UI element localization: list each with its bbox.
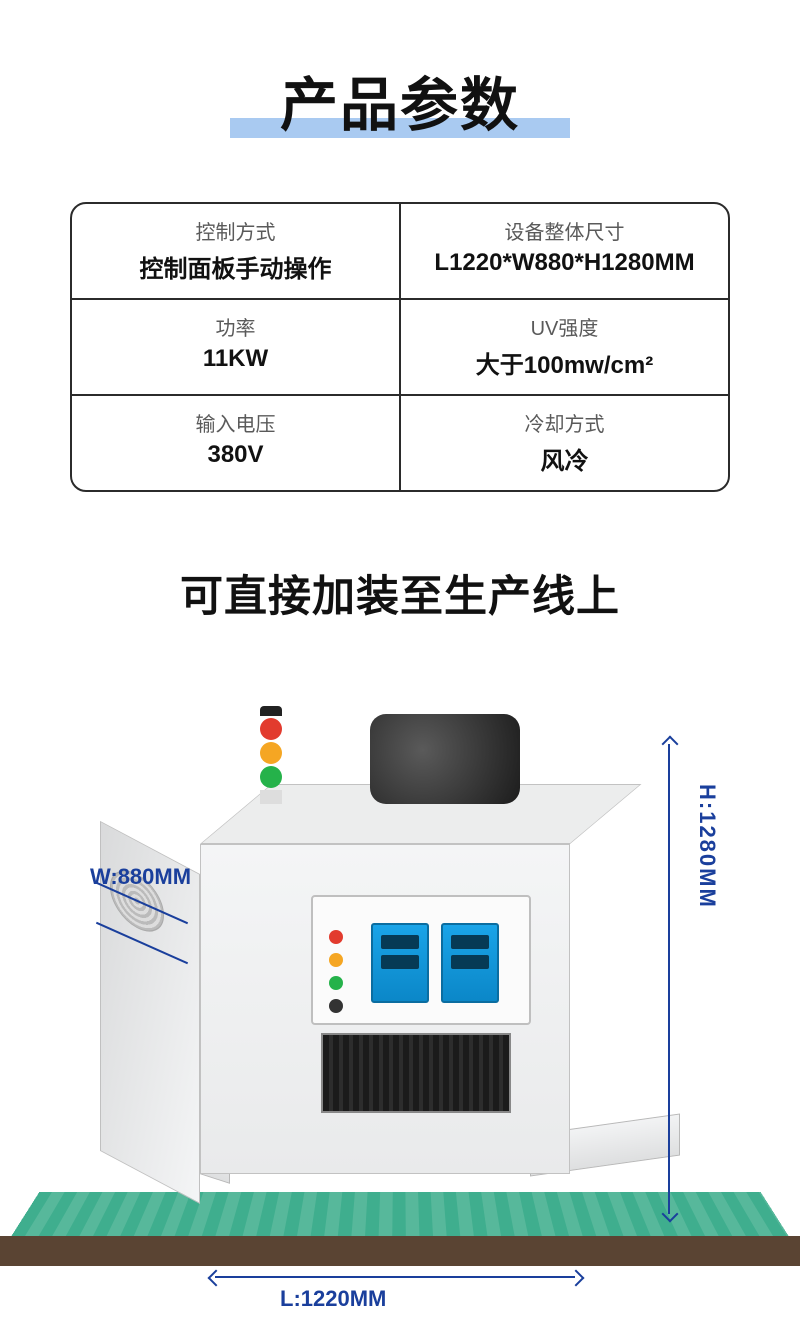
light-green-icon <box>260 766 282 788</box>
display-1 <box>371 923 429 1003</box>
dimension-length-label: L:1220MM <box>280 1286 386 1312</box>
spec-cell: 输入电压 380V <box>72 396 399 490</box>
machine-illustration <box>170 804 590 1204</box>
spec-value: 风冷 <box>409 441 720 476</box>
motor-icon <box>370 714 520 804</box>
table-row: 输入电压 380V 冷却方式 风冷 <box>72 396 728 490</box>
section-title: 产品参数 <box>0 58 800 142</box>
subtitle: 可直接加装至生产线上 <box>0 562 800 624</box>
dimension-height-label: H:1280MM <box>694 784 720 909</box>
control-panel <box>311 895 531 1025</box>
dimension-width-label: W:880MM <box>90 864 191 890</box>
button-green-icon <box>329 976 343 990</box>
spec-cell: 冷却方式 风冷 <box>399 396 728 490</box>
arrow-head-icon <box>662 736 679 753</box>
dim-line-length <box>215 1276 575 1278</box>
machine-front <box>200 844 570 1174</box>
spec-label: 控制方式 <box>80 216 391 245</box>
signal-light-stack <box>260 706 282 804</box>
spec-value: 大于100mw/cm² <box>409 345 720 380</box>
title-text: 产品参数 <box>0 58 800 142</box>
spec-cell: 功率 11KW <box>72 300 399 394</box>
conveyor-edge <box>0 1236 800 1266</box>
light-red-icon <box>260 718 282 740</box>
light-base-icon <box>260 790 282 804</box>
spec-label: 设备整体尺寸 <box>409 216 720 245</box>
light-yellow-icon <box>260 742 282 764</box>
spec-cell: 设备整体尺寸 L1220*W880*H1280MM <box>399 204 728 298</box>
spec-value: 控制面板手动操作 <box>80 249 391 284</box>
spec-cell: UV强度 大于100mw/cm² <box>399 300 728 394</box>
display-2 <box>441 923 499 1003</box>
spec-label: UV强度 <box>409 312 720 341</box>
spec-cell: 控制方式 控制面板手动操作 <box>72 204 399 298</box>
spec-label: 功率 <box>80 312 391 341</box>
spec-table: 控制方式 控制面板手动操作 设备整体尺寸 L1220*W880*H1280MM … <box>70 202 730 492</box>
arrow-head-icon <box>208 1270 225 1287</box>
table-row: 控制方式 控制面板手动操作 设备整体尺寸 L1220*W880*H1280MM <box>72 204 728 300</box>
spec-value: 380V <box>80 441 391 469</box>
button-red-icon <box>329 930 343 944</box>
light-cap-icon <box>260 706 282 716</box>
lower-vent <box>321 1033 511 1113</box>
table-row: 功率 11KW UV强度 大于100mw/cm² <box>72 300 728 396</box>
arrow-head-icon <box>568 1270 585 1287</box>
spec-value: L1220*W880*H1280MM <box>409 249 720 277</box>
panel-buttons <box>329 921 343 1022</box>
button-black-icon <box>329 999 343 1013</box>
button-yellow-icon <box>329 953 343 967</box>
spec-label: 冷却方式 <box>409 408 720 437</box>
spec-value: 11KW <box>80 345 391 373</box>
spec-label: 输入电压 <box>80 408 391 437</box>
product-diagram: H:1280MM L:1220MM W:880MM <box>0 634 800 1314</box>
dim-line-height <box>668 744 670 1214</box>
